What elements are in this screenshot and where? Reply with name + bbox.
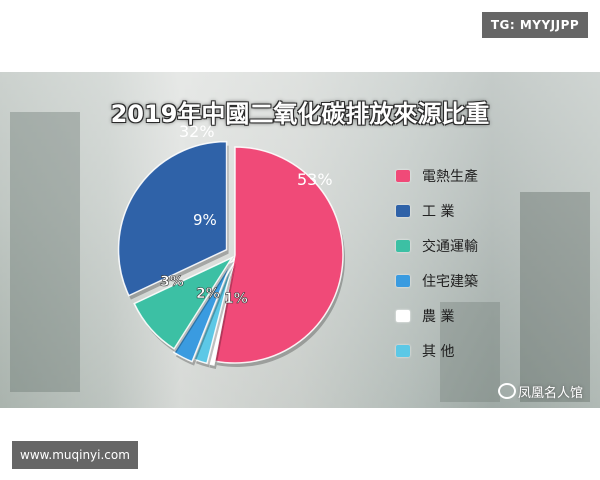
slice-electricity-label: 53% [297, 170, 333, 189]
slice-agriculture-label: 1% [224, 291, 248, 307]
slice-residential [172, 260, 233, 363]
legend-label: 交通運輸 [422, 239, 478, 255]
tg-badge: TG: MYYJJPP [482, 12, 588, 38]
slice-industry-label: 32% [179, 122, 215, 141]
legend-label: 其 他 [422, 344, 455, 360]
source-watermark: 凤凰名人馆 [498, 382, 583, 401]
legend-swatch [396, 345, 410, 357]
slice-industry [117, 140, 228, 297]
url-badge: www.muqinyi.com [12, 441, 138, 469]
legend-label: 電熱生產 [422, 169, 478, 185]
legend-swatch [396, 310, 410, 322]
legend-swatch [396, 240, 410, 252]
chart-title: 2019年中國二氧化碳排放來源比重 [110, 100, 490, 128]
legend-label: 住宅建築 [422, 274, 478, 290]
legend-label: 農 業 [422, 309, 455, 325]
legend-swatch [396, 170, 410, 182]
slice-other [193, 258, 235, 365]
slice-electricity [213, 146, 344, 364]
legend-label: 工 業 [422, 204, 455, 220]
slice-other-label: 2% [196, 286, 220, 302]
legend-swatch [396, 205, 410, 217]
slice-residential-label: 3% [160, 274, 184, 290]
pie-chart: 53% 1%2% 3% 9% 32% [117, 122, 345, 369]
weibo-icon [498, 383, 516, 399]
watermark-text: 凤凰名人馆 [518, 386, 584, 401]
slice-transport [133, 255, 235, 350]
legend-swatch [396, 275, 410, 287]
slice-transport-label: 9% [193, 211, 217, 229]
chart-panel: 2019年中國二氧化碳排放來源比重 53% 1% 2% 3% 9% 32% 電熱生產 工 … [0, 72, 600, 408]
